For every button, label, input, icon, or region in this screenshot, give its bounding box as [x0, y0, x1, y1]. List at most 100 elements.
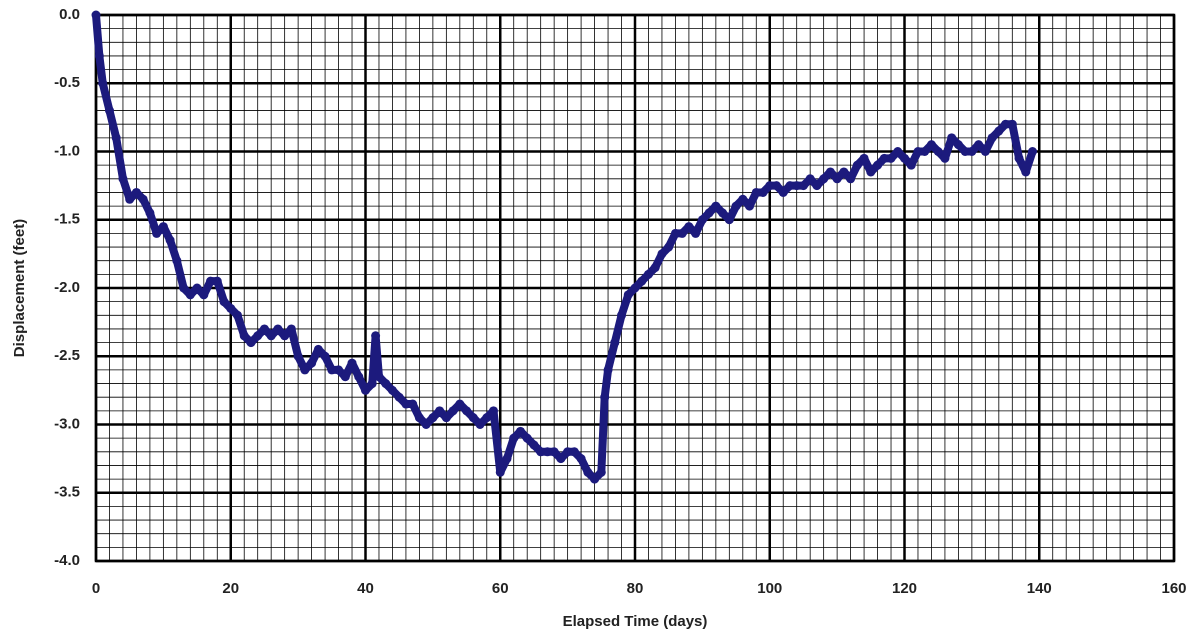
data-point — [300, 365, 310, 375]
data-point — [771, 181, 781, 191]
data-point — [489, 406, 499, 416]
data-point — [94, 51, 104, 61]
y-tick-label: -3.0 — [54, 415, 80, 432]
data-point — [677, 228, 687, 238]
data-point — [600, 392, 610, 402]
data-point — [953, 140, 963, 150]
data-point — [994, 126, 1004, 136]
data-point — [657, 249, 667, 259]
data-point — [253, 331, 263, 341]
data-point — [852, 160, 862, 170]
data-point — [1001, 119, 1011, 129]
data-point — [354, 372, 364, 382]
data-point — [664, 242, 674, 252]
data-point — [192, 283, 202, 293]
data-point — [987, 133, 997, 143]
data-point — [246, 338, 256, 348]
x-tick-label: 140 — [1027, 580, 1052, 597]
data-point — [886, 153, 896, 163]
data-point — [900, 153, 909, 163]
data-point — [873, 160, 883, 170]
data-point — [563, 447, 573, 457]
data-point — [239, 331, 249, 341]
data-point — [320, 351, 330, 361]
data-point — [974, 140, 984, 150]
data-point — [468, 413, 478, 423]
data-point — [792, 181, 802, 191]
data-point — [623, 290, 633, 300]
data-point — [104, 106, 114, 116]
data-point — [529, 440, 539, 450]
data-point — [711, 201, 721, 211]
y-tick-label: -1.5 — [54, 211, 80, 228]
data-point — [691, 228, 701, 238]
data-point — [637, 276, 647, 286]
data-point — [542, 447, 552, 457]
data-point — [893, 147, 903, 156]
data-point — [172, 256, 182, 266]
data-point — [906, 160, 916, 170]
data-point — [536, 447, 546, 457]
data-point — [280, 331, 290, 341]
data-point — [414, 413, 424, 423]
data-point — [920, 147, 930, 156]
data-point — [738, 194, 748, 204]
data-point — [684, 222, 694, 232]
data-point — [933, 147, 943, 156]
data-point — [138, 194, 148, 204]
data-point — [266, 331, 276, 341]
data-point — [947, 133, 957, 143]
data-point — [259, 324, 269, 334]
data-point — [286, 324, 296, 334]
data-point — [179, 283, 189, 293]
data-point — [441, 413, 451, 423]
data-point — [650, 263, 660, 273]
data-point — [697, 215, 707, 225]
y-tick-label: -4.0 — [54, 552, 80, 569]
x-tick-label: 160 — [1161, 580, 1186, 597]
data-point — [408, 399, 418, 409]
data-point — [617, 310, 627, 320]
data-point — [643, 269, 653, 279]
data-point — [371, 331, 381, 341]
data-point — [832, 174, 842, 184]
data-point — [610, 338, 620, 348]
data-point — [361, 385, 370, 395]
data-point — [475, 420, 485, 429]
data-point — [718, 208, 728, 218]
y-tick-label: 0.0 — [59, 6, 80, 23]
y-tick-label: -2.0 — [54, 279, 80, 296]
data-point — [219, 297, 229, 307]
data-point — [825, 167, 835, 177]
data-point — [724, 215, 734, 225]
y-tick-label: -2.5 — [54, 347, 80, 364]
y-tick-label: -1.0 — [54, 142, 80, 159]
data-point — [839, 167, 849, 177]
data-point — [428, 413, 438, 423]
data-point — [751, 187, 761, 197]
data-point — [569, 447, 579, 457]
data-point — [576, 454, 586, 464]
data-point — [1007, 119, 1017, 129]
data-point — [556, 454, 566, 464]
data-point — [846, 174, 856, 184]
data-point — [293, 351, 303, 361]
data-point — [940, 153, 950, 163]
x-tick-label: 40 — [357, 580, 374, 597]
data-point — [731, 201, 741, 211]
data-point — [859, 153, 869, 163]
data-point — [455, 399, 465, 409]
data-point — [421, 420, 431, 429]
data-point — [630, 283, 640, 293]
data-point — [91, 10, 101, 20]
data-point — [583, 467, 593, 477]
data-point — [394, 392, 404, 402]
data-point — [125, 194, 135, 204]
y-axis-title: Displacement (feet) — [11, 219, 28, 357]
data-point — [158, 222, 168, 232]
data-point — [603, 365, 613, 375]
x-tick-label: 60 — [492, 580, 509, 597]
data-point — [515, 426, 525, 436]
data-point — [967, 147, 977, 156]
plot-frame — [94, 13, 1176, 563]
